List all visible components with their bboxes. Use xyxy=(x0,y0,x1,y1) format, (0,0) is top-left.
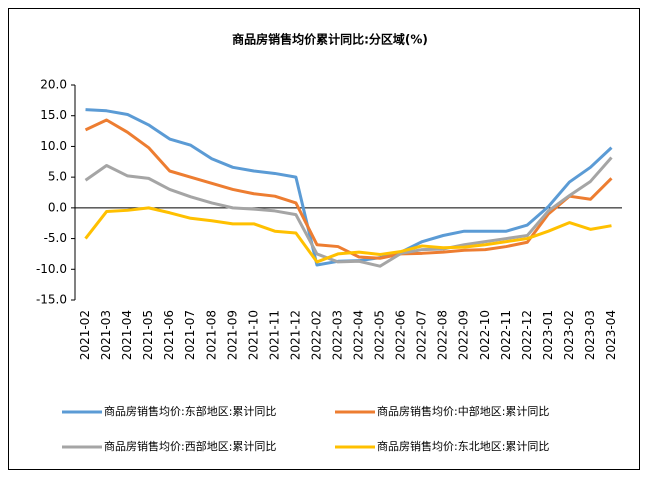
y-tick-label: -5.0 xyxy=(44,231,67,245)
x-tick-label: 2021-07 xyxy=(183,310,197,360)
x-tick-label: 2023-02 xyxy=(562,310,576,360)
x-tick-label: 2022-04 xyxy=(352,310,366,360)
x-tick-label: 2022-02 xyxy=(309,310,323,360)
x-tick-label: 2022-09 xyxy=(457,310,471,360)
y-tick-label: 15.0 xyxy=(40,108,67,122)
legend-label: 商品房销售均价:中部地区:累计同比 xyxy=(377,404,549,418)
x-tick-label: 2022-03 xyxy=(330,310,344,360)
series-line xyxy=(84,156,613,268)
legend-label: 商品房销售均价:东部地区:累计同比 xyxy=(104,404,276,418)
x-tick-label: 2022-10 xyxy=(478,310,492,360)
frame xyxy=(8,8,640,470)
x-tick-label: 2021-06 xyxy=(162,310,176,360)
x-tick-label: 2021-12 xyxy=(288,310,302,360)
x-tick-label: 2023-03 xyxy=(583,310,597,360)
y-tick-label: -15.0 xyxy=(36,293,67,307)
x-tick-label: 2021-05 xyxy=(141,310,155,360)
x-tick-label: 2021-03 xyxy=(99,310,113,360)
legend-label: 商品房销售均价:东北地区:累计同比 xyxy=(377,439,549,453)
y-tick-label: 5.0 xyxy=(48,170,67,184)
x-tick-label: 2021-11 xyxy=(267,310,281,360)
series-line xyxy=(84,206,612,264)
x-tick-label: 2022-07 xyxy=(415,310,429,360)
legend-label: 商品房销售均价:西部地区:累计同比 xyxy=(104,439,276,453)
x-tick-label: 2022-06 xyxy=(394,310,408,360)
x-tick-label: 2021-02 xyxy=(78,310,92,360)
x-tick-label: 2022-05 xyxy=(373,310,387,360)
x-tick-label: 2023-01 xyxy=(541,310,555,360)
y-tick-label: -10.0 xyxy=(36,262,67,276)
x-tick-label: 2021-09 xyxy=(225,310,239,360)
x-tick-label: 2021-04 xyxy=(120,310,134,360)
x-tick-label: 2021-08 xyxy=(204,310,218,360)
y-tick-label: 0.0 xyxy=(48,200,67,214)
x-tick-label: 2022-12 xyxy=(520,310,534,360)
x-tick-label: 2022-08 xyxy=(436,310,450,360)
x-tick-label: 2022-11 xyxy=(499,310,513,360)
x-tick-label: 2021-10 xyxy=(246,310,260,360)
x-tick-label: 2023-04 xyxy=(604,310,618,360)
chart-title: 商品房销售均价累计同比:分区域(%) xyxy=(232,32,428,47)
y-tick-label: 20.0 xyxy=(40,78,67,92)
y-tick-label: 10.0 xyxy=(40,139,67,153)
